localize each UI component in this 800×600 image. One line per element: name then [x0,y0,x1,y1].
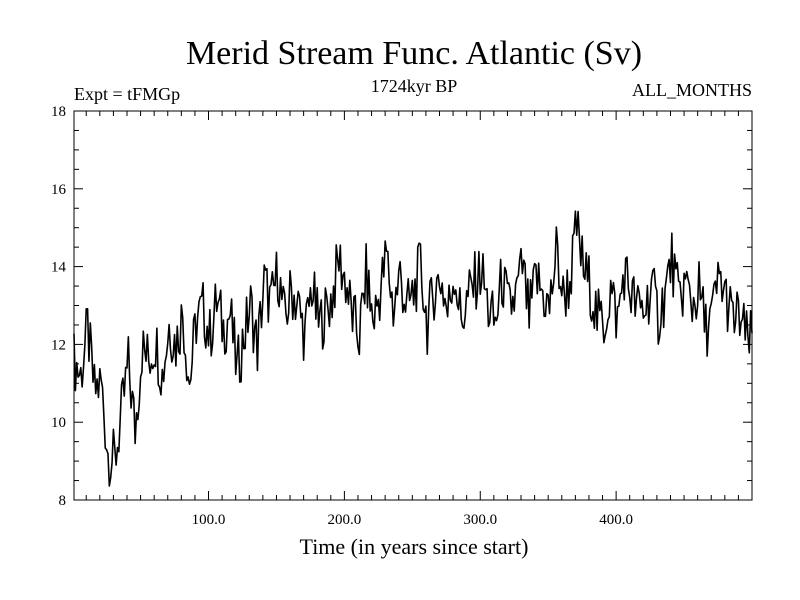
y-tick-label: 12 [51,337,66,353]
chart-title: Merid Stream Func. Atlantic (Sv) [185,35,643,72]
x-axis-label: Time (in years since start) [299,534,529,559]
x-tick-label: 400.0 [599,512,633,528]
x-tick-label: 100.0 [192,512,226,528]
chart-subtitle: 1724kyr BP [370,76,458,96]
axis-tick-labels: 100.0 200.0 300.0 400.0 8 10 12 14 16 18 [51,104,633,528]
experiment-label: Expt = tFMGp [74,84,181,104]
y-tick-label: 16 [51,182,67,198]
y-tick-label: 10 [51,415,66,431]
months-label: ALL_MONTHS [632,80,752,100]
y-tick-label: 18 [51,104,66,120]
x-tick-label: 200.0 [328,512,362,528]
x-tick-label: 300.0 [463,512,497,528]
y-tick-label: 14 [51,260,67,276]
y-tick-label: 8 [59,493,67,509]
series-line [73,210,753,487]
